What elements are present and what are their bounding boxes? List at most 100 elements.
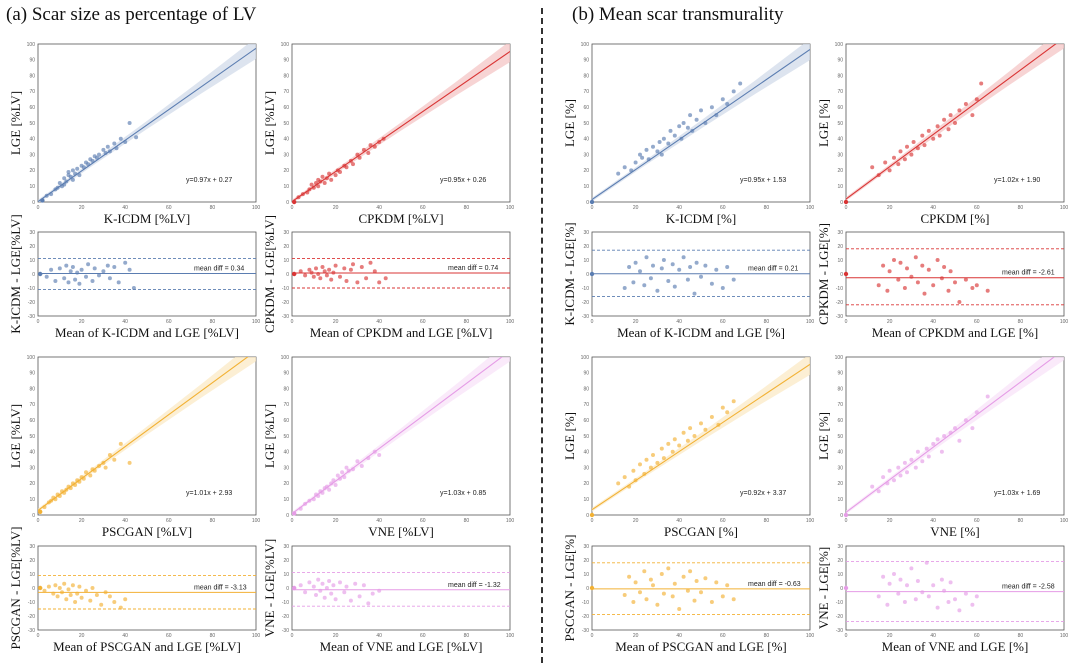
chart8-point [651,144,655,149]
chart9-point [622,286,627,290]
chart12-fit-line [592,363,810,511]
chart7-xtick: 100 [506,633,515,639]
chart3-point [355,280,360,285]
chart9-point [589,271,595,277]
chart0-equation: y=0.97x + 0.27 [186,177,232,184]
chart1-point [62,276,67,281]
chart8-xtick: 60 [720,205,726,211]
chart3-point [324,273,329,278]
chart2-ytick: 100 [281,42,290,48]
chart12-point [731,399,736,404]
chart2-point [300,192,305,197]
chart1-point [79,267,84,272]
chart3-point [314,266,318,271]
chart8-point [640,155,645,160]
chart15-point [974,594,979,599]
chart4-xtick: 60 [166,518,172,524]
chart5-point [73,600,78,604]
chart4-xtick: 0 [37,518,40,524]
chart6-point [303,501,308,506]
chart11-ytick: -10 [836,286,843,292]
chart15-point [915,579,920,583]
chart0-point [105,144,110,149]
chart15-point [898,577,903,582]
chart4-point [57,494,62,498]
chart0-ytick: 60 [29,105,35,111]
chart7-xtick: 20 [333,633,339,639]
chart9-point [692,291,697,296]
chart5-point [57,586,62,590]
chart11-point [898,260,903,265]
chart15-ytick: 30 [837,544,843,550]
chart3-point [368,260,373,265]
chart12-point [659,446,664,451]
chart1-point [127,267,132,272]
chart6-point [292,511,297,516]
chart13-point [725,583,730,588]
chart8-ytick: 80 [583,73,589,79]
chart11-point [892,258,896,262]
chart9-point [631,280,636,285]
chart14-ytick: 60 [837,418,843,424]
chart9-ytick: -20 [582,300,589,306]
chart15-ytick: 20 [837,558,843,564]
chart5-xtick: 60 [166,633,172,639]
chart6-point [355,459,360,464]
chart8-ytick: 100 [581,42,590,48]
chart6-point [340,470,345,475]
chart8-ytick: 40 [583,137,589,143]
chart1-point [105,263,110,268]
chart7-xtick: 80 [464,633,470,639]
chart5-xtick: 0 [37,633,40,639]
chart10-ytick: 50 [837,121,843,127]
chart14-ytick: 0 [840,513,843,519]
chart8-point [685,125,690,130]
chart1-ytick: 20 [29,244,35,250]
chart10-point [870,165,875,170]
chart5-mean-diff: mean diff = -3.13 [194,584,247,591]
chart0-point [94,155,99,160]
chart12-point [681,430,686,435]
chart0-point [134,135,139,140]
chart8-frame [591,43,811,203]
chart2-point [309,182,314,187]
chart5-ytick: -30 [28,628,35,634]
chart2-ytick: 40 [283,137,289,143]
chart9-point [666,279,671,283]
chart11-point [915,280,920,285]
chart11-xtick: 80 [1018,319,1024,325]
chart5-point [51,591,56,596]
chart14-ytick: 80 [837,386,843,392]
chart15-point [935,605,940,610]
chart4-point [64,487,69,492]
chart8-ytick: 0 [586,200,589,206]
chart4-point [42,505,47,510]
chart14-xtick: 40 [930,518,936,524]
chart7-point [348,598,353,603]
chart2-ytick: 20 [283,168,289,174]
chart10-point [905,144,909,149]
chart10-ytick: 70 [837,89,843,95]
chart3-point [359,265,364,269]
chart0-point [90,158,95,163]
chart2-ytick: 30 [283,152,289,158]
chart4-point [73,483,78,487]
chart0-point [118,136,123,141]
chart10-ytick: 90 [837,58,843,64]
chart3-ytick: 20 [283,244,289,250]
chart0-point [114,146,119,151]
chart0-ytick: 90 [29,58,35,64]
chart8-point [644,147,649,152]
chart9-point [688,265,693,269]
chart3-frame [291,231,511,317]
chart3-point [307,267,312,272]
chart6-xtick: 0 [291,518,294,524]
chart10-xlabel: CPKDM [%] [921,211,990,226]
chart15-point [881,574,886,579]
chart3-point [327,267,332,272]
chart2-point [322,181,327,185]
chart8-ytick: 90 [583,58,589,64]
chart11-point [957,300,962,304]
chart0-point [97,152,101,157]
panel-a-title: (a) Scar size as percentage of LV [6,4,257,25]
